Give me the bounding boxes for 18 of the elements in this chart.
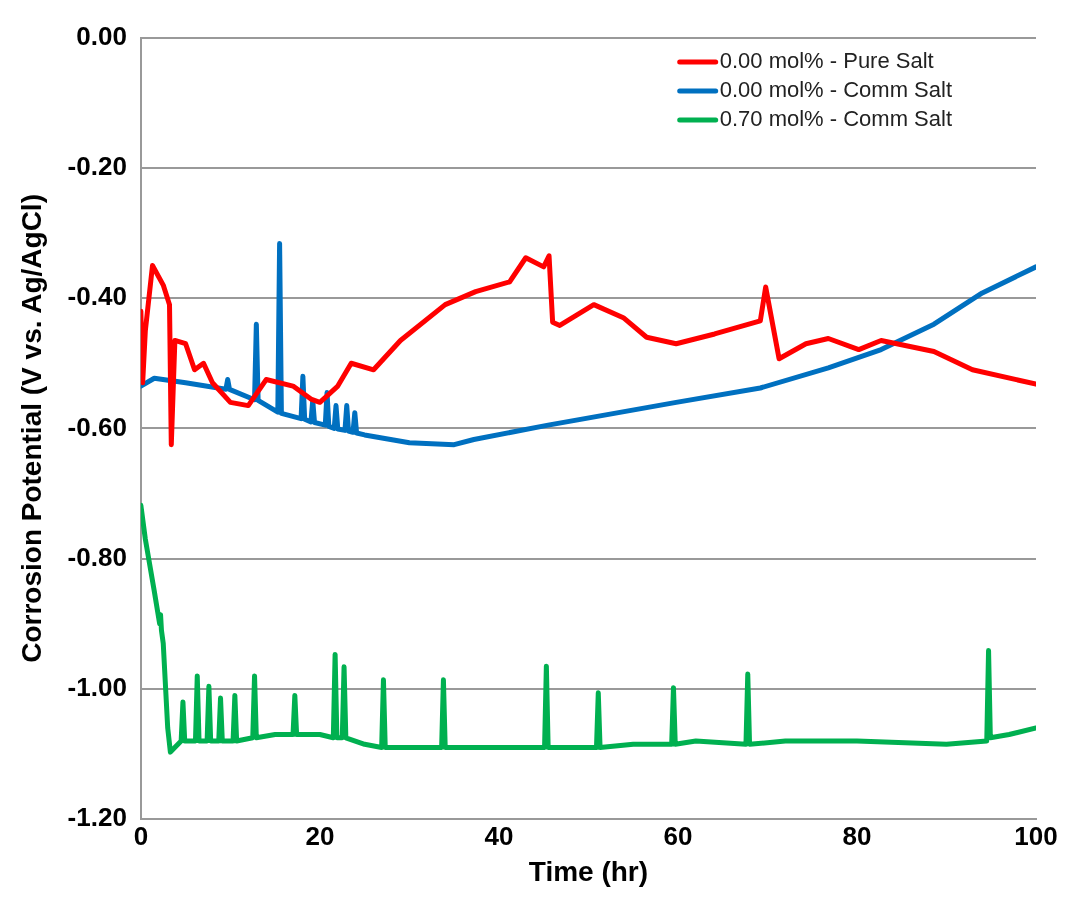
y-tick-label: -0.80 (67, 541, 127, 572)
y-tick-label: -1.00 (67, 672, 127, 703)
legend-label: 0.00 mol% - Pure Salt (719, 48, 934, 74)
legend-label: 0.70 mol% - Comm Salt (719, 106, 953, 132)
x-tick-label: 20 (305, 820, 335, 851)
y-tick-label: 0.00 (76, 20, 127, 51)
x-tick-label: 80 (842, 820, 872, 851)
y-tick-label: -1.20 (67, 802, 127, 833)
legend-label: 0.00 mol% - Comm Salt (719, 77, 953, 103)
y-tick-label: -0.40 (67, 281, 127, 312)
y-tick-label: -0.60 (67, 411, 127, 442)
y-tick-label: -0.20 (67, 151, 127, 182)
x-axis-title: Time (hr) (528, 855, 649, 887)
x-tick-label: 0 (133, 820, 149, 851)
x-tick-label: 100 (1014, 820, 1058, 851)
x-tick-label: 40 (484, 820, 514, 851)
x-tick-label: 60 (663, 820, 693, 851)
y-axis-title: Corrosion Potential (V vs. Ag/AgCl) (15, 194, 47, 663)
